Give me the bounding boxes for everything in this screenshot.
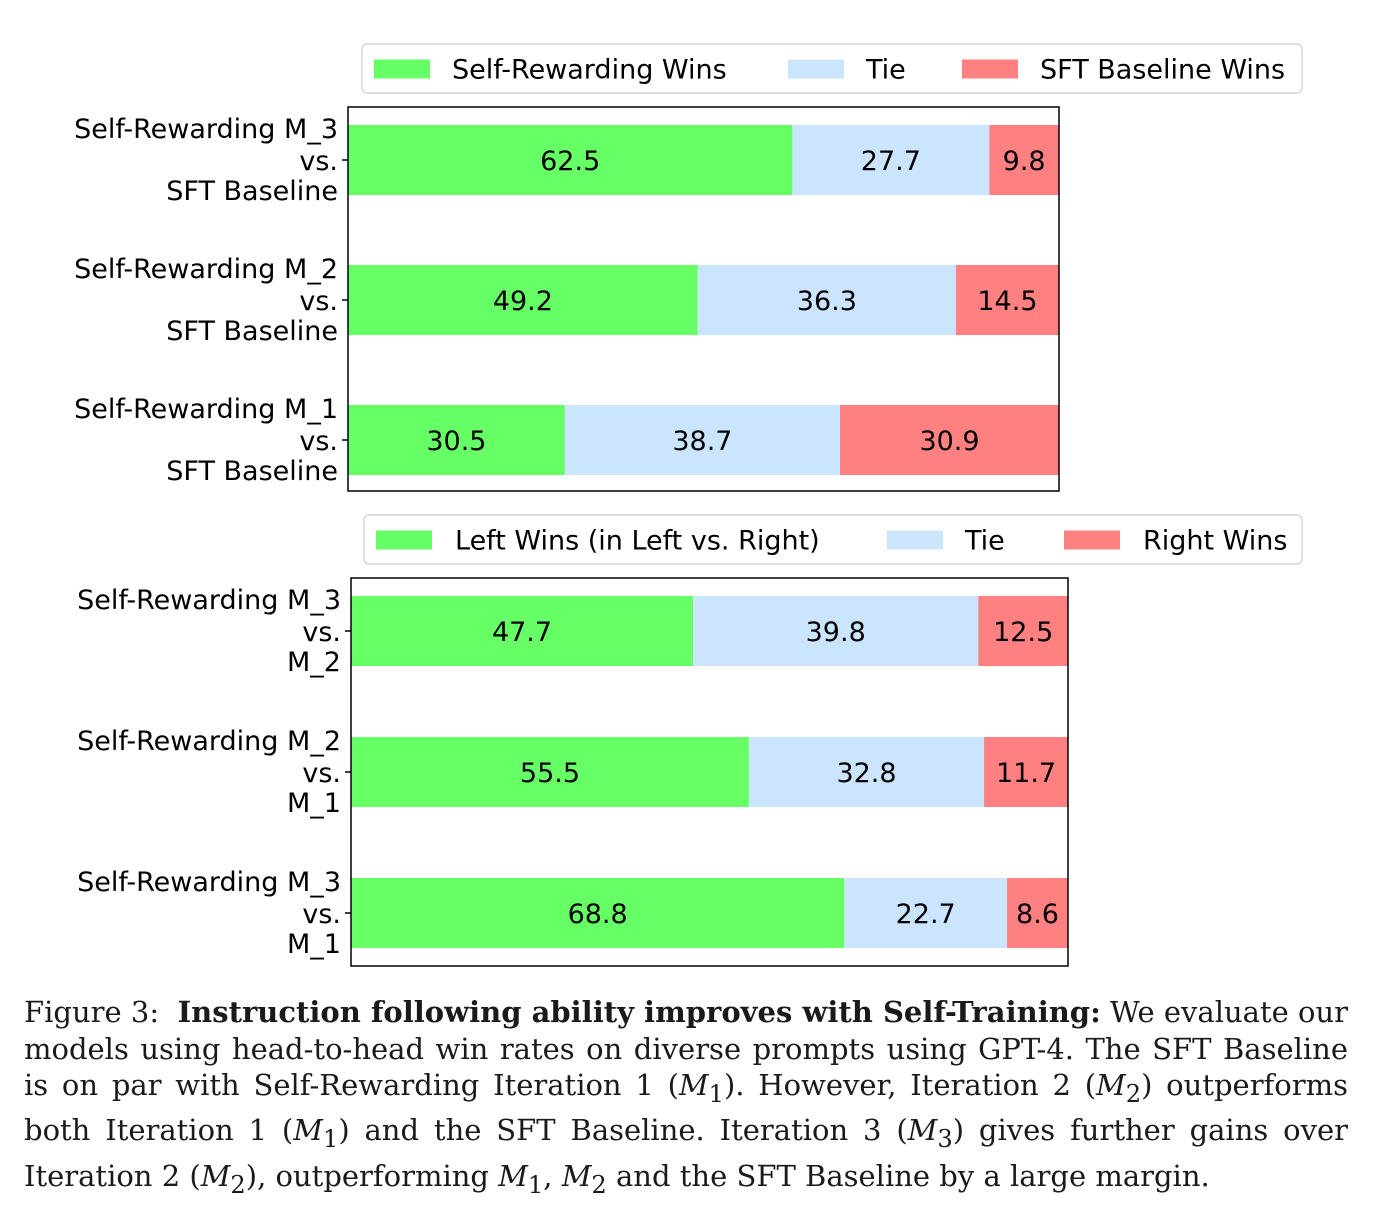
y-tick-label: SFT Baseline <box>166 176 338 207</box>
bar-segment <box>1007 878 1068 948</box>
legend-swatch-3 <box>1064 530 1120 550</box>
y-tick-label: Self-Rewarding M_3 <box>77 585 341 616</box>
y-tick-label: vs. <box>302 617 341 648</box>
bar-segment <box>693 596 979 666</box>
y-tick-label: Self-Rewarding M_2 <box>74 254 338 285</box>
y-tick-label: vs. <box>299 146 338 177</box>
chart-1: Self-Rewarding Wins Tie SFT Baseline Wins 6… <box>74 43 1303 492</box>
bar-value-label: 47.7 <box>492 617 552 648</box>
bar-value-label: 22.7 <box>896 899 956 930</box>
bar-value-label: 30.5 <box>426 426 486 457</box>
bar-segment <box>697 265 956 335</box>
plot-frame <box>350 577 1069 967</box>
y-tick-label: SFT Baseline <box>166 456 338 487</box>
chart-2: Left Wins (in Left vs. Right) Tie Right Wi… <box>77 514 1303 967</box>
legend-swatch-2 <box>788 59 844 79</box>
caption-bold: Instruction following ability improves w… <box>177 995 1101 1029</box>
legend-swatch-1 <box>376 530 432 550</box>
bar-segment <box>984 737 1068 807</box>
bar-value-label: 27.7 <box>861 146 921 177</box>
legend-label-1: Left Wins (in Left vs. Right) <box>455 526 820 557</box>
bar-value-label: 12.5 <box>993 617 1053 648</box>
legend-swatch-1 <box>374 59 430 79</box>
bar-value-label: 9.8 <box>1003 146 1046 177</box>
bar-segment <box>348 265 698 335</box>
y-tick-label: vs. <box>302 899 341 930</box>
legend: Left Wins (in Left vs. Right) Tie Right Wi… <box>363 514 1303 565</box>
bar-value-label: 11.7 <box>996 758 1056 789</box>
bar-segment <box>844 878 1008 948</box>
y-tick-label: M_1 <box>287 788 341 819</box>
bar-value-label: 68.8 <box>568 899 628 930</box>
bar-value-label: 38.7 <box>672 426 732 457</box>
bar-segment <box>564 405 841 475</box>
bar-value-label: 36.3 <box>797 286 857 317</box>
bar-segment <box>351 737 749 807</box>
bar-value-label: 49.2 <box>493 286 553 317</box>
y-tick-label: Self-Rewarding M_1 <box>74 394 338 425</box>
bar-segment <box>348 405 565 475</box>
figure-caption: Figure 3: Instruction following ability … <box>24 995 1349 1199</box>
win-rate-charts: Self-Rewarding Wins Tie SFT Baseline Wins 6… <box>74 43 1303 967</box>
y-tick-label: Self-Rewarding M_3 <box>77 867 341 898</box>
bar-segment <box>348 125 793 195</box>
bar-segment <box>840 405 1059 475</box>
bar-value-label: 32.8 <box>836 758 896 789</box>
plot-frame <box>347 106 1060 492</box>
bar-segment <box>351 596 694 666</box>
legend-label-3: Right Wins <box>1143 526 1287 557</box>
y-tick-label: M_2 <box>287 647 341 678</box>
bar-segment <box>989 125 1059 195</box>
legend: Self-Rewarding Wins Tie SFT Baseline Wins <box>361 43 1303 94</box>
bar-segment <box>955 265 1059 335</box>
bar-segment <box>351 878 845 948</box>
bar-value-label: 39.8 <box>806 617 866 648</box>
y-tick-label: M_1 <box>287 929 341 960</box>
legend-frame <box>363 514 1303 565</box>
bar-segment <box>978 596 1068 666</box>
legend-label-1: Self-Rewarding Wins <box>452 55 727 86</box>
bar-value-label: 30.9 <box>919 426 979 457</box>
y-tick-label: Self-Rewarding M_3 <box>74 114 338 145</box>
bar-value-label: 55.5 <box>520 758 580 789</box>
bar-value-label: 8.6 <box>1016 899 1059 930</box>
legend-label-2: Tie <box>865 55 906 86</box>
legend-label-3: SFT Baseline Wins <box>1040 55 1285 86</box>
legend-swatch-2 <box>887 530 943 550</box>
y-tick-label: vs. <box>299 426 338 457</box>
bar-value-label: 62.5 <box>540 146 600 177</box>
y-tick-label: vs. <box>299 286 338 317</box>
y-tick-label: vs. <box>302 758 341 789</box>
bar-value-label: 14.5 <box>977 286 1037 317</box>
bar-segment <box>748 737 985 807</box>
legend-swatch-3 <box>962 59 1018 79</box>
caption-label: Figure 3: <box>24 995 160 1029</box>
y-tick-label: Self-Rewarding M_2 <box>77 726 341 757</box>
bar-segment <box>792 125 990 195</box>
y-tick-label: SFT Baseline <box>166 316 338 347</box>
legend-label-2: Tie <box>964 526 1005 557</box>
